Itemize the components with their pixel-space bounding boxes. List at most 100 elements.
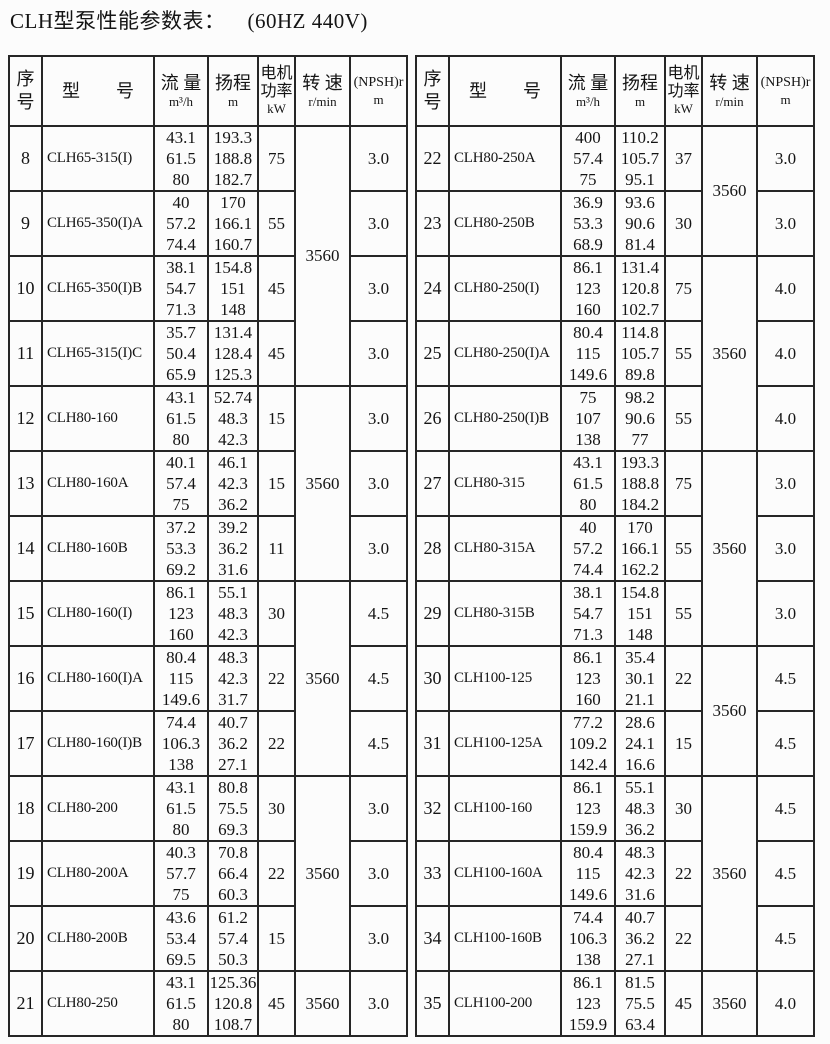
head-cell: 46.1 42.3 36.2 xyxy=(207,450,259,517)
head-value: 31.7 xyxy=(218,690,248,709)
col-header-power-unit: kW xyxy=(674,101,693,116)
npsh-cell: 4.5 xyxy=(349,710,408,777)
col-header-flow: 流 量 m³/h xyxy=(153,55,209,127)
table-row: 16 CLH80-160(I)A 80.4 115 149.6 48.3 42.3 31.7 2… xyxy=(8,645,408,712)
row-no-cell: 9 xyxy=(8,190,43,257)
npsh-cell: 4.5 xyxy=(756,710,815,777)
power-cell: 15 xyxy=(257,385,296,452)
model-cell: CLH80-160(I) xyxy=(41,580,155,647)
flow-value: 123 xyxy=(575,669,601,688)
head-value: 170 xyxy=(220,193,246,212)
model-cell: CLH80-160(I)A xyxy=(41,645,155,712)
head-value: 166.1 xyxy=(213,214,253,233)
head-value: 42.3 xyxy=(218,474,248,493)
table-row: 11 CLH65-315(I)C 35.7 50.4 65.9 131.4 128.4 125… xyxy=(8,320,408,387)
head-value: 120.8 xyxy=(213,994,253,1013)
power-cell: 22 xyxy=(257,840,296,907)
head-value: 27.1 xyxy=(625,950,655,969)
row-no-cell: 15 xyxy=(8,580,43,647)
flow-cell: 86.1 123 159.9 xyxy=(560,970,616,1037)
flow-cell: 40 57.2 74.4 xyxy=(560,515,616,582)
npsh-cell: 4.0 xyxy=(756,320,815,387)
flow-cell: 74.4 106.3 138 xyxy=(560,905,616,972)
row-no-cell: 27 xyxy=(415,450,450,517)
flow-value: 86.1 xyxy=(166,583,196,602)
head-value: 70.8 xyxy=(218,843,248,862)
flow-value: 57.2 xyxy=(573,539,603,558)
row-no-cell: 29 xyxy=(415,580,450,647)
flow-value: 149.6 xyxy=(568,885,608,904)
head-cell: 40.7 36.2 27.1 xyxy=(614,905,666,972)
flow-cell: 38.1 54.7 71.3 xyxy=(560,580,616,647)
speed-cell: 3560 xyxy=(294,580,351,777)
head-cell: 55.1 48.3 42.3 xyxy=(207,580,259,647)
head-value: 75.5 xyxy=(625,994,655,1013)
table-row: 33 CLH100-160A 80.4 115 149.6 48.3 42.3 31.6 22 4… xyxy=(415,840,815,907)
col-header-speed: 转 速 r/min xyxy=(294,55,351,127)
row-no-cell: 26 xyxy=(415,385,450,452)
npsh-cell: 3.0 xyxy=(349,840,408,907)
col-header-npsh-label: (NPSH)r xyxy=(760,75,811,90)
flow-cell: 38.1 54.7 71.3 xyxy=(153,255,209,322)
model-cell: CLH100-160 xyxy=(448,775,562,842)
model-cell: CLH80-315B xyxy=(448,580,562,647)
head-value: 148 xyxy=(627,625,653,644)
flow-value: 40 xyxy=(172,193,190,212)
flow-value: 36.9 xyxy=(573,193,603,212)
flow-value: 40.3 xyxy=(166,843,196,862)
flow-value: 57.7 xyxy=(166,864,196,883)
flow-value: 61.5 xyxy=(573,474,603,493)
flow-value: 80 xyxy=(172,430,190,449)
flow-value: 43.1 xyxy=(166,973,196,992)
npsh-cell: 4.5 xyxy=(756,775,815,842)
flow-value: 61.5 xyxy=(166,994,196,1013)
head-value: 27.1 xyxy=(218,755,248,774)
flow-value: 53.3 xyxy=(573,214,603,233)
pump-table-right: 序号 型 号 流 量 m³/h 扬程 m 电机功率 kW 转 速 r/min (NPSH… xyxy=(415,55,815,1037)
flow-value: 159.9 xyxy=(568,1015,608,1034)
model-cell: CLH80-200B xyxy=(41,905,155,972)
flow-cell: 80.4 115 149.6 xyxy=(153,645,209,712)
flow-value: 69.5 xyxy=(166,950,196,969)
table-row: 13 CLH80-160A 40.1 57.4 75 46.1 42.3 36.2 15 3.0 xyxy=(8,450,408,517)
head-value: 120.8 xyxy=(620,279,660,298)
page-title-main: CLH型泵性能参数表： xyxy=(10,9,226,33)
flow-cell: 40.1 57.4 75 xyxy=(153,450,209,517)
col-header-flow-unit: m³/h xyxy=(575,94,601,109)
flow-value: 86.1 xyxy=(573,778,603,797)
head-value: 105.7 xyxy=(620,344,660,363)
row-no-cell: 31 xyxy=(415,710,450,777)
flow-cell: 86.1 123 160 xyxy=(560,645,616,712)
power-cell: 45 xyxy=(257,320,296,387)
speed-cell: 3560 xyxy=(701,255,758,452)
power-cell: 22 xyxy=(664,905,703,972)
head-value: 48.3 xyxy=(625,843,655,862)
power-cell: 55 xyxy=(257,190,296,257)
flow-cell: 43.6 53.4 69.5 xyxy=(153,905,209,972)
col-header-flow-label: 流 量 xyxy=(160,73,202,93)
head-cell: 114.8 105.7 89.8 xyxy=(614,320,666,387)
head-value: 162.2 xyxy=(620,560,660,579)
head-value: 90.6 xyxy=(625,409,655,428)
head-cell: 52.74 48.3 42.3 xyxy=(207,385,259,452)
head-value: 114.8 xyxy=(621,323,659,342)
table-row: 24 CLH80-250(I) 86.1 123 160 131.4 120.8 102.7 7… xyxy=(415,255,815,452)
flow-value: 74.4 xyxy=(573,908,603,927)
npsh-cell: 3.0 xyxy=(349,385,408,452)
head-value: 39.2 xyxy=(218,518,248,537)
head-value: 93.6 xyxy=(625,193,655,212)
flow-value: 40 xyxy=(579,518,597,537)
power-cell: 30 xyxy=(664,190,703,257)
power-cell: 15 xyxy=(664,710,703,777)
flow-value: 123 xyxy=(575,799,601,818)
head-value: 16.6 xyxy=(625,755,655,774)
col-header-flow-unit: m³/h xyxy=(168,94,194,109)
col-header-head-label: 扬程 xyxy=(622,73,658,93)
flow-value: 54.7 xyxy=(166,279,196,298)
head-value: 184.2 xyxy=(620,495,660,514)
head-value: 30.1 xyxy=(625,669,655,688)
head-cell: 55.1 48.3 36.2 xyxy=(614,775,666,842)
flow-value: 35.7 xyxy=(166,323,196,342)
row-no-cell: 18 xyxy=(8,775,43,842)
head-value: 188.8 xyxy=(213,149,253,168)
